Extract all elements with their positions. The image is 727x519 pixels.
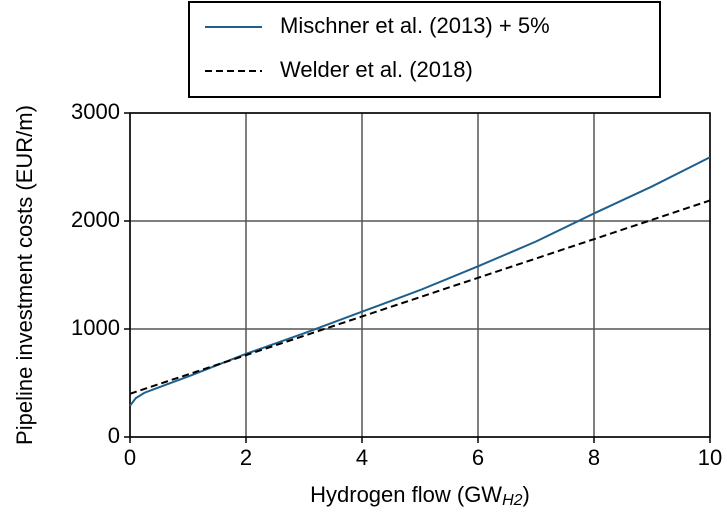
x-tick-label: 2 — [240, 445, 252, 470]
y-tick-label: 0 — [108, 423, 120, 448]
x-tick-label: 10 — [698, 445, 722, 470]
x-axis-label: Hydrogen flow (GWH2) — [310, 482, 530, 509]
legend-label: Welder et al. (2018) — [280, 57, 473, 82]
x-axis-label-text: Hydrogen flow (GW — [310, 482, 502, 507]
x-tick-label: 0 — [124, 445, 136, 470]
x-axis-label-subscript: H2 — [502, 492, 523, 509]
legend-label: Mischner et al. (2013) + 5% — [280, 13, 550, 38]
y-tick-label: 1000 — [71, 315, 120, 340]
x-tick-label: 4 — [356, 445, 368, 470]
series-line — [129, 199, 711, 395]
series-line — [129, 156, 711, 407]
y-tick-label: 3000 — [71, 99, 120, 124]
x-axis-label-close: ) — [523, 482, 530, 507]
y-tick-label: 2000 — [71, 207, 120, 232]
plot-frame — [129, 112, 711, 438]
x-tick-label: 6 — [472, 445, 484, 470]
y-axis-label: Pipeline investment costs (EUR/m) — [12, 105, 37, 445]
x-tick-label: 8 — [588, 445, 600, 470]
legend-box — [188, 1, 661, 98]
